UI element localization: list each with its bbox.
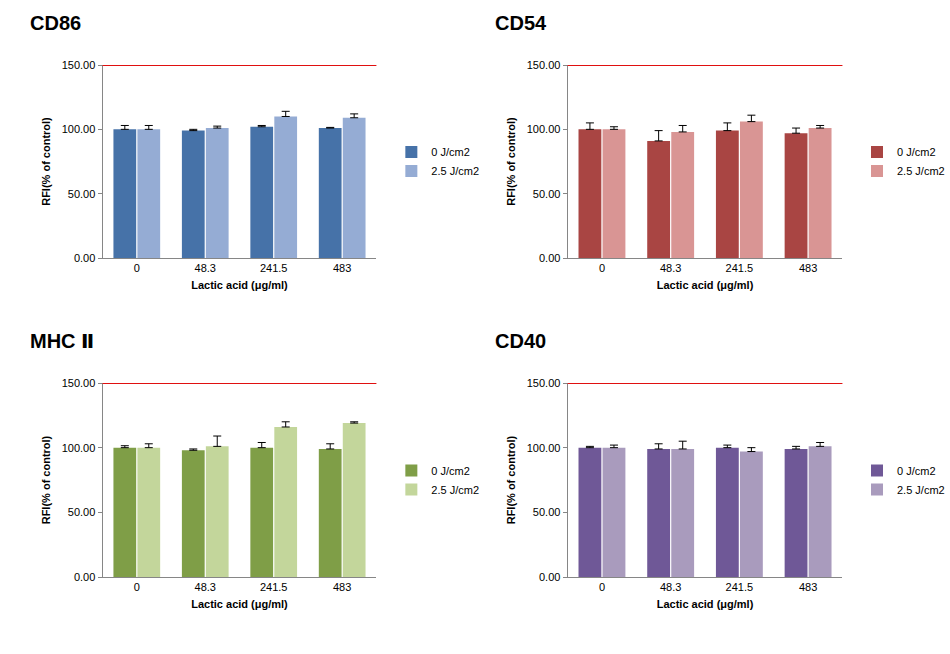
svg-text:0 J/cm2: 0 J/cm2 [897,465,936,477]
svg-text:50.00: 50.00 [68,188,96,200]
svg-text:2.5 J/cm2: 2.5 J/cm2 [897,165,945,177]
svg-text:0 J/cm2: 0 J/cm2 [431,465,470,477]
svg-text:150.00: 150.00 [62,377,96,389]
svg-text:0.00: 0.00 [74,252,95,264]
svg-text:48.3: 48.3 [195,581,216,593]
svg-text:RFI(% of control): RFI(% of control) [505,117,517,206]
svg-text:RFI(% of control): RFI(% of control) [505,435,517,524]
svg-text:Lactic acid (μg/ml): Lactic acid (μg/ml) [657,598,754,610]
svg-text:241.5: 241.5 [726,262,754,274]
svg-text:241.5: 241.5 [726,581,754,593]
svg-text:48.3: 48.3 [660,262,681,274]
svg-text:50.00: 50.00 [533,506,561,518]
svg-text:2.5 J/cm2: 2.5 J/cm2 [897,484,945,496]
svg-text:48.3: 48.3 [195,262,216,274]
svg-text:0 J/cm2: 0 J/cm2 [897,146,936,158]
svg-text:150.00: 150.00 [527,59,561,71]
svg-text:100.00: 100.00 [527,123,561,135]
svg-text:50.00: 50.00 [68,506,96,518]
svg-text:50.00: 50.00 [533,188,561,200]
svg-text:RFI(% of control): RFI(% of control) [40,435,52,524]
svg-text:150.00: 150.00 [527,377,561,389]
svg-text:CD40: CD40 [495,330,546,352]
svg-text:483: 483 [799,581,817,593]
svg-text:0.00: 0.00 [539,571,560,583]
svg-text:RFI(% of control): RFI(% of control) [40,117,52,206]
svg-text:241.5: 241.5 [260,262,288,274]
svg-text:CD86: CD86 [30,12,81,34]
svg-text:100.00: 100.00 [527,442,561,454]
svg-text:100.00: 100.00 [62,123,96,135]
svg-text:CD54: CD54 [495,12,547,34]
svg-text:2.5 J/cm2: 2.5 J/cm2 [431,484,479,496]
svg-text:0: 0 [599,581,605,593]
svg-text:100.00: 100.00 [62,442,96,454]
svg-text:0.00: 0.00 [74,571,95,583]
svg-text:483: 483 [333,581,351,593]
svg-text:0.00: 0.00 [539,252,560,264]
svg-text:150.00: 150.00 [62,59,96,71]
svg-text:483: 483 [799,262,817,274]
svg-text:483: 483 [333,262,351,274]
svg-text:48.3: 48.3 [660,581,681,593]
svg-text:0: 0 [134,581,140,593]
svg-text:0 J/cm2: 0 J/cm2 [431,146,470,158]
svg-text:2.5 J/cm2: 2.5 J/cm2 [431,165,479,177]
svg-text:MHC Ⅱ: MHC Ⅱ [30,330,94,352]
svg-text:Lactic acid (μg/ml): Lactic acid (μg/ml) [191,279,288,291]
svg-text:Lactic acid (μg/ml): Lactic acid (μg/ml) [657,279,754,291]
svg-text:0: 0 [134,262,140,274]
svg-text:241.5: 241.5 [260,581,288,593]
svg-text:Lactic acid (μg/ml): Lactic acid (μg/ml) [191,598,288,610]
svg-text:0: 0 [599,262,605,274]
